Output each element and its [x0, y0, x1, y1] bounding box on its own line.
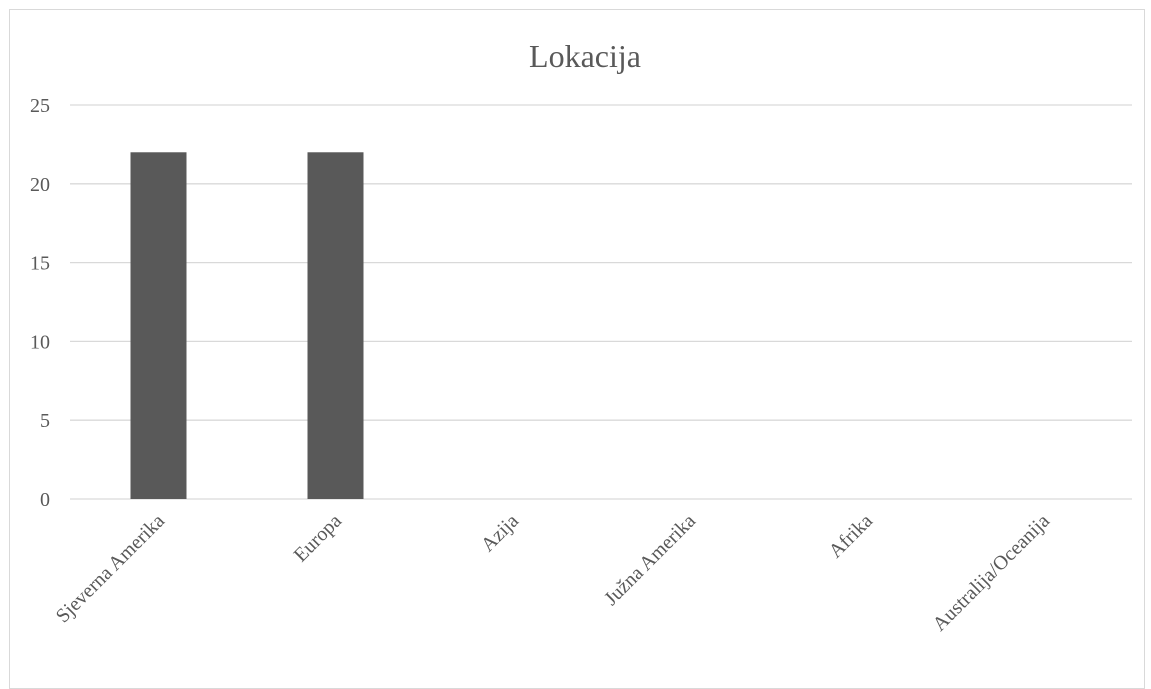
y-axis-tick-labels: 0 5 10 15 20 25 — [30, 95, 50, 511]
y-tick-label: 10 — [30, 331, 50, 353]
x-axis-tick-labels: Sjeverna Amerika Europa Azija Južna Amerika… — [52, 510, 1054, 636]
chart-frame — [9, 9, 1145, 689]
x-tick-label: Južna Amerika — [600, 510, 700, 610]
x-tick-label: Australija/Oceanija — [929, 510, 1055, 636]
x-tick-label: Europa — [290, 510, 346, 566]
bar — [307, 152, 364, 499]
x-tick-label: Afrika — [825, 510, 878, 563]
bar-chart: Lokacija 0 5 10 15 20 25 Sjeverna Amerika Euro… — [30, 38, 1132, 636]
x-tick-label: Sjeverna Amerika — [52, 510, 169, 627]
y-tick-label: 0 — [40, 489, 50, 511]
y-tick-label: 5 — [40, 410, 50, 432]
y-tick-label: 15 — [30, 253, 50, 275]
bar — [130, 152, 187, 499]
gridlines — [70, 104, 1132, 500]
x-tick-label: Azija — [477, 510, 523, 556]
bars — [130, 152, 364, 499]
y-tick-label: 25 — [30, 95, 50, 117]
chart-title: Lokacija — [529, 38, 641, 74]
y-tick-label: 20 — [30, 174, 50, 196]
